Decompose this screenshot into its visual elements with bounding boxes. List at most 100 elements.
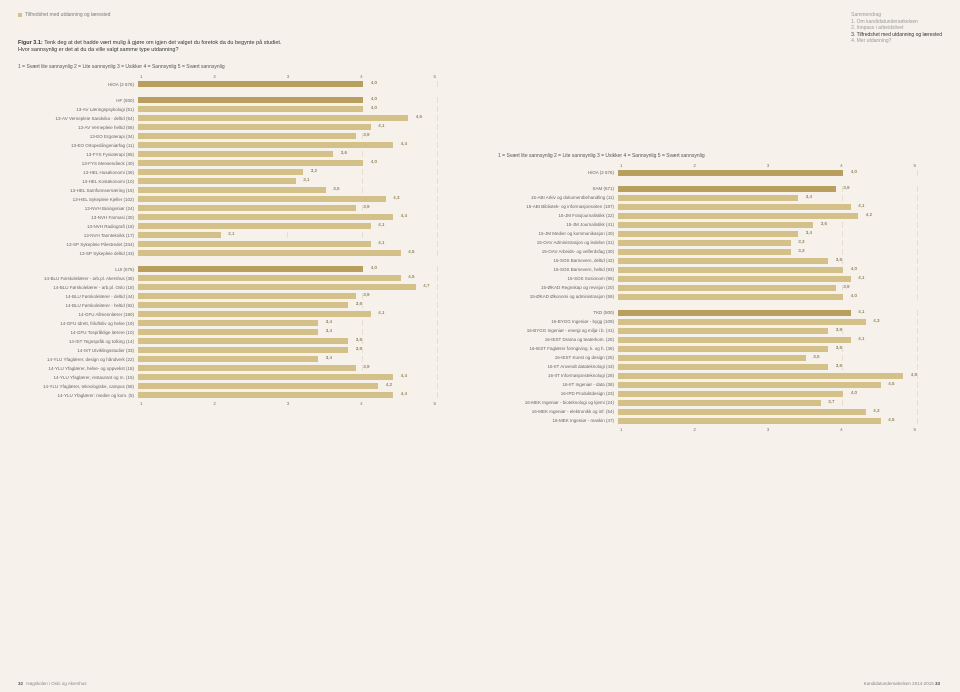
bar-track: 3,8 — [138, 338, 438, 344]
bar: 4,1 — [138, 223, 371, 229]
bar: 4,0 — [138, 160, 363, 166]
footer-text-right: Kandidatundersøkelsen 2014-2015 — [864, 681, 934, 686]
bar-value: 4,4 — [401, 373, 407, 378]
row-label: 13-FYS Mensendieck (40) — [18, 161, 138, 166]
chart-header-row: LUI (575)4,0 — [18, 265, 462, 273]
bar: 2,1 — [138, 232, 221, 238]
chart-right: 12345 HiOA (2 676)4,0SAM (671)3,915-ABI … — [498, 163, 942, 432]
bar-value: 4,6 — [416, 114, 422, 119]
bar-track: 3,8 — [618, 258, 918, 264]
bar-value: 4,5 — [408, 249, 414, 254]
bar-value: 3,5 — [333, 186, 339, 191]
row-label: 13-NVH Tannteknikk (17) — [18, 233, 138, 238]
row-label: 16-IIT Anvendt datateknologi (43) — [498, 364, 618, 369]
chart-row: 16-BYGG Ingeniør - bygg (109)4,3 — [498, 318, 942, 326]
top-bar-right: Sammendrag1. Om kandidatundersøkelsen2. … — [498, 12, 942, 45]
bar-value: 3,2 — [311, 168, 317, 173]
bar: 4,1 — [618, 310, 851, 316]
row-label: SAM (671) — [498, 186, 618, 191]
axis-tick: 5 — [913, 427, 916, 432]
bar-value: 4,4 — [401, 391, 407, 396]
bar: 4,1 — [618, 204, 851, 210]
bar-value: 4,5 — [888, 381, 894, 386]
bar-track: 3,6 — [138, 151, 438, 157]
bar-track: 4,0 — [618, 391, 918, 397]
chart-row: 13-HEL Husøkonomi (36)3,2 — [18, 168, 462, 176]
row-label: TKD (500) — [498, 310, 618, 315]
bar-track: 4,5 — [618, 382, 918, 388]
chart-header-row: HF (930)4,0 — [18, 96, 462, 104]
row-label: 16-IIT Ingeniør - data (38) — [498, 382, 618, 387]
section-marker-icon — [18, 13, 22, 17]
row-label: 14-YLU Yfaglærer: medier og kom. (5) — [18, 393, 138, 398]
chart-row: 14-YLU Yfaglærer, helse- og oppvekst (18… — [18, 364, 462, 372]
bar-value: 3,9 — [843, 284, 849, 289]
axis-tick: 4 — [840, 163, 843, 168]
page-number-right: 33 — [935, 681, 940, 686]
bar-track: 3,5 — [138, 187, 438, 193]
chart-row: 13-HEL Kostøkonomi (10)3,1 — [18, 177, 462, 185]
bar-track: 4,0 — [138, 81, 438, 87]
bar: 4,0 — [138, 81, 363, 87]
bar: 4,5 — [618, 382, 881, 388]
chart-row: 16-IPD Produktdesign (23)4,0 — [498, 390, 942, 398]
axis-tick: 3 — [287, 401, 290, 406]
bar-track: 4,0 — [138, 97, 438, 103]
bar-track: 4,0 — [618, 170, 918, 176]
bar: 4,5 — [138, 275, 401, 281]
bar: 4,0 — [618, 391, 843, 397]
bar-value: 4,0 — [851, 390, 857, 395]
chart-row: 15-SOS Barnevern, heltid (93)4,0 — [498, 266, 942, 274]
row-label: 16-IPD Produktdesign (23) — [498, 391, 618, 396]
footer-right: Kandidatundersøkelsen 2014-2015 33 — [864, 681, 942, 686]
bar: 3,9 — [618, 285, 836, 291]
chart-row: 15-JM Fotojournalistikk (22)4,2 — [498, 212, 942, 220]
bar-value: 3,3 — [798, 248, 804, 253]
bar-value: 4,0 — [371, 96, 377, 101]
figure-caption: Figur 3.1: Tenk deg at det hadde vært mu… — [18, 40, 288, 54]
bar-value: 4,1 — [858, 203, 864, 208]
row-label: 15-SOS Barnevern, deltid (42) — [498, 258, 618, 263]
bar-value: 4,0 — [371, 159, 377, 164]
bar: 3,2 — [138, 169, 303, 175]
bar-track: 4,4 — [138, 392, 438, 398]
row-label: 14-IST Tegnspråk og tolking (14) — [18, 339, 138, 344]
bar: 4,1 — [138, 311, 371, 317]
bar-track: 3,7 — [618, 400, 918, 406]
bar-value: 3,7 — [828, 399, 834, 404]
bar-track: 4,5 — [138, 250, 438, 256]
row-label: 14-BLU Førskolelærer - arb.pl. Oslo (18) — [18, 285, 138, 290]
bar-track: 4,2 — [618, 213, 918, 219]
bar: 3,8 — [618, 258, 828, 264]
bar-value: 4,5 — [408, 274, 414, 279]
chart-row: 15-OAV Arbeids- og velferdsfag (30)3,3 — [498, 248, 942, 256]
bar-track: 4,6 — [138, 115, 438, 121]
chart-row: 13-FYS Fysioterapi (85)3,6 — [18, 150, 462, 158]
row-label: 15-JM Fotojournalistikk (22) — [498, 213, 618, 218]
axis-tick: 2 — [213, 401, 216, 406]
bar-value: 4,3 — [393, 195, 399, 200]
bar-value: 3,3 — [798, 239, 804, 244]
chart-row: 15-ØKAD Økonomi og administrasjon (59)4,… — [498, 293, 942, 301]
bar-value: 2,1 — [228, 231, 234, 236]
bar-track: 3,4 — [138, 329, 438, 335]
bar: 4,1 — [138, 124, 371, 130]
row-label: 13-HEL Samfunnsernæring (16) — [18, 188, 138, 193]
bar-track: 4,4 — [138, 214, 438, 220]
bar: 3,5 — [138, 187, 326, 193]
chart-row: 16-MEK Ingeniør - maskin (47)4,5 — [498, 417, 942, 425]
chart-row: 15-SOS Barnevern, deltid (42)3,8 — [498, 257, 942, 265]
bar-track: 4,0 — [618, 294, 918, 300]
bar-track: 4,1 — [138, 311, 438, 317]
bar-track: 3,5 — [618, 355, 918, 361]
bar-value: 4,0 — [851, 169, 857, 174]
axis-tick: 2 — [693, 163, 696, 168]
bar-track: 4,1 — [138, 223, 438, 229]
bar-value: 3,8 — [836, 345, 842, 350]
bar: 3,1 — [138, 178, 296, 184]
bar-value: 4,1 — [858, 336, 864, 341]
bar: 4,0 — [618, 170, 843, 176]
row-label: 13-HEL Kostøkonomi (10) — [18, 179, 138, 184]
bar-track: 3,4 — [138, 356, 438, 362]
bar-track: 3,2 — [138, 169, 438, 175]
